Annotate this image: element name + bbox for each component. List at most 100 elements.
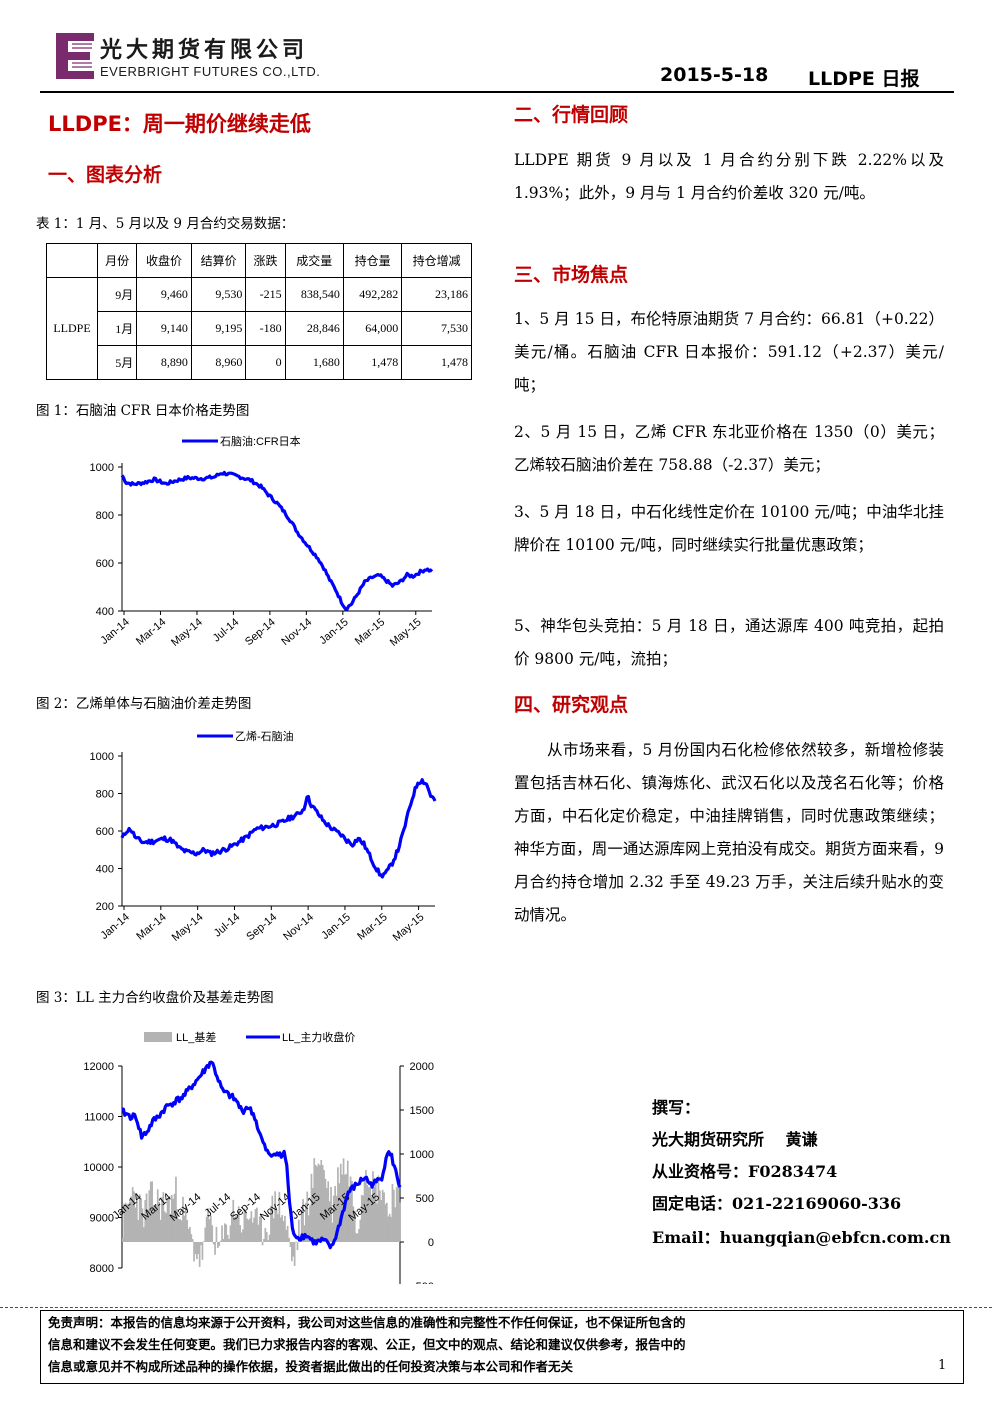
basis-bar (215, 1226, 218, 1242)
basis-bar (177, 1219, 180, 1242)
basis-bar (305, 1202, 307, 1242)
table-cell: 838,540 (284, 277, 344, 312)
table-cell: 9月 (96, 277, 138, 312)
ll-close-basis-chart: LL_基差 LL_主力收盘价120001100010000900080002000… (83, 1030, 434, 1284)
basis-bar (337, 1167, 339, 1242)
basis-bar (281, 1215, 283, 1242)
basis-bar (286, 1225, 289, 1242)
legend-label: LL_基差 (176, 1030, 216, 1044)
basis-bar (141, 1208, 144, 1242)
basis-bar (254, 1209, 257, 1242)
basis-bar (196, 1242, 198, 1260)
main-title: LLDPE：周一期价继续走低 (48, 112, 311, 136)
table-header-row: 月份 收盘价 结算价 涨跌 成交量 持仓量 持仓增减 (46, 243, 472, 278)
basis-bar (293, 1242, 296, 1266)
basis-bar (145, 1193, 148, 1242)
basis-bar (169, 1216, 172, 1242)
basis-bar (148, 1190, 151, 1242)
basis-bar (332, 1195, 335, 1242)
basis-bar (324, 1178, 327, 1242)
basis-bar (214, 1242, 216, 1255)
basis-bar (381, 1189, 384, 1242)
table-header: 月份 (96, 243, 138, 278)
company-name-cn: 光大期货有限公司 (100, 38, 309, 63)
x-tick-label: Mar-15 (355, 911, 389, 943)
basis-bar (309, 1205, 311, 1242)
disclaimer-line: 信息或意见并不构成所述品种的操作依据，投资者据此做出的任何投资决策与本公司和作者… (48, 1359, 574, 1374)
series-line (120, 470, 434, 611)
basis-bar (346, 1160, 349, 1242)
basis-bar (222, 1239, 225, 1242)
basis-bar (353, 1211, 356, 1242)
y-right-tick-label: 2000 (410, 1061, 434, 1073)
x-tick-label: Sep-14 (244, 911, 279, 943)
table-row: 1月 9,140 9,195 -180 28,846 64,000 7,530 (47, 311, 472, 346)
table-cell: -180 (245, 311, 286, 346)
basis-bar (291, 1242, 293, 1262)
y-left-tick-label: 9000 (90, 1213, 114, 1225)
table-cell: 1,680 (284, 345, 344, 380)
y-tick-label: 1000 (90, 462, 114, 474)
basis-bar (143, 1227, 145, 1242)
basis-bar (225, 1224, 228, 1242)
basis-bar (373, 1187, 376, 1242)
y-right-tick-label: 1000 (410, 1149, 434, 1161)
basis-bar (151, 1181, 153, 1242)
basis-bar (393, 1189, 395, 1242)
basis-bar (345, 1173, 348, 1242)
basis-bar (258, 1216, 261, 1242)
basis-bar (194, 1242, 197, 1255)
y-right-tick-label: 1500 (410, 1105, 434, 1117)
basis-bar (161, 1197, 163, 1242)
y-left-tick-label: 8000 (90, 1263, 114, 1275)
basis-bar (278, 1191, 281, 1242)
basis-bar (133, 1191, 135, 1242)
basis-bar (191, 1239, 194, 1242)
basis-bar (355, 1233, 357, 1242)
fig3-caption: 图 3：LL 主力合约收盘价及基差走势图 (36, 990, 274, 1006)
basis-bar (383, 1192, 385, 1242)
basis-bar (310, 1173, 313, 1242)
x-tick-label: May-15 (388, 616, 424, 649)
basis-bar (335, 1195, 338, 1242)
basis-bar (367, 1187, 370, 1242)
x-tick-label: May-14 (170, 911, 206, 944)
table-cell: 1月 (96, 311, 138, 346)
basis-bar (380, 1200, 383, 1242)
y-tick-label: 200 (96, 901, 114, 913)
table-caption: 表 1：1 月、5 月以及 9 月合约交易数据： (36, 216, 295, 232)
table-cell: 7,530 (401, 311, 472, 346)
basis-bar (182, 1196, 184, 1242)
section2-title: 二、行情回顾 (514, 104, 629, 126)
table-cell: 492,282 (342, 277, 403, 312)
basis-bar (331, 1222, 334, 1242)
table-header: 涨跌 (245, 243, 286, 278)
section2-text: LLDPE 期货 9 月以及 1 月合约分别下跌 2.22%以及 1.93%；此… (514, 151, 944, 202)
x-tick-label: Jan-14 (98, 616, 131, 647)
table-header: 收盘价 (136, 243, 192, 278)
basis-bar (257, 1224, 260, 1242)
basis-bar (180, 1220, 183, 1242)
section4-text: 从市场来看，5 月份国内石化检修依然较多，新增检修装置包括吉林石化、镇海炼化、武… (514, 741, 944, 924)
basis-bar (205, 1216, 208, 1242)
focus-item: 1、5 月 15 日，布伦特原油期货 7 月合约：66.81（+0.22）美元/… (514, 310, 944, 394)
fig1-caption: 图 1：石脑油 CFR 日本价格走势图 (36, 403, 250, 419)
contract-table: 月份 收盘价 结算价 涨跌 成交量 持仓量 持仓增减 LLDPE 9月 9,46… (46, 243, 472, 380)
basis-bar (231, 1216, 233, 1242)
table-cell: 1,478 (342, 345, 403, 380)
basis-bar (166, 1198, 169, 1242)
basis-bar (168, 1198, 170, 1242)
basis-bar (360, 1195, 363, 1242)
header-rule (40, 91, 954, 93)
basis-bar (359, 1219, 362, 1242)
license-number: 从业资格号：F0283474 (652, 1162, 838, 1181)
close-price-line (121, 1060, 402, 1250)
basis-bar (306, 1191, 309, 1242)
basis-bar (314, 1165, 317, 1242)
basis-bar (352, 1206, 355, 1242)
basis-bar (217, 1242, 219, 1249)
basis-bar (243, 1208, 246, 1242)
basis-bar (123, 1203, 126, 1242)
basis-bar (272, 1218, 275, 1242)
